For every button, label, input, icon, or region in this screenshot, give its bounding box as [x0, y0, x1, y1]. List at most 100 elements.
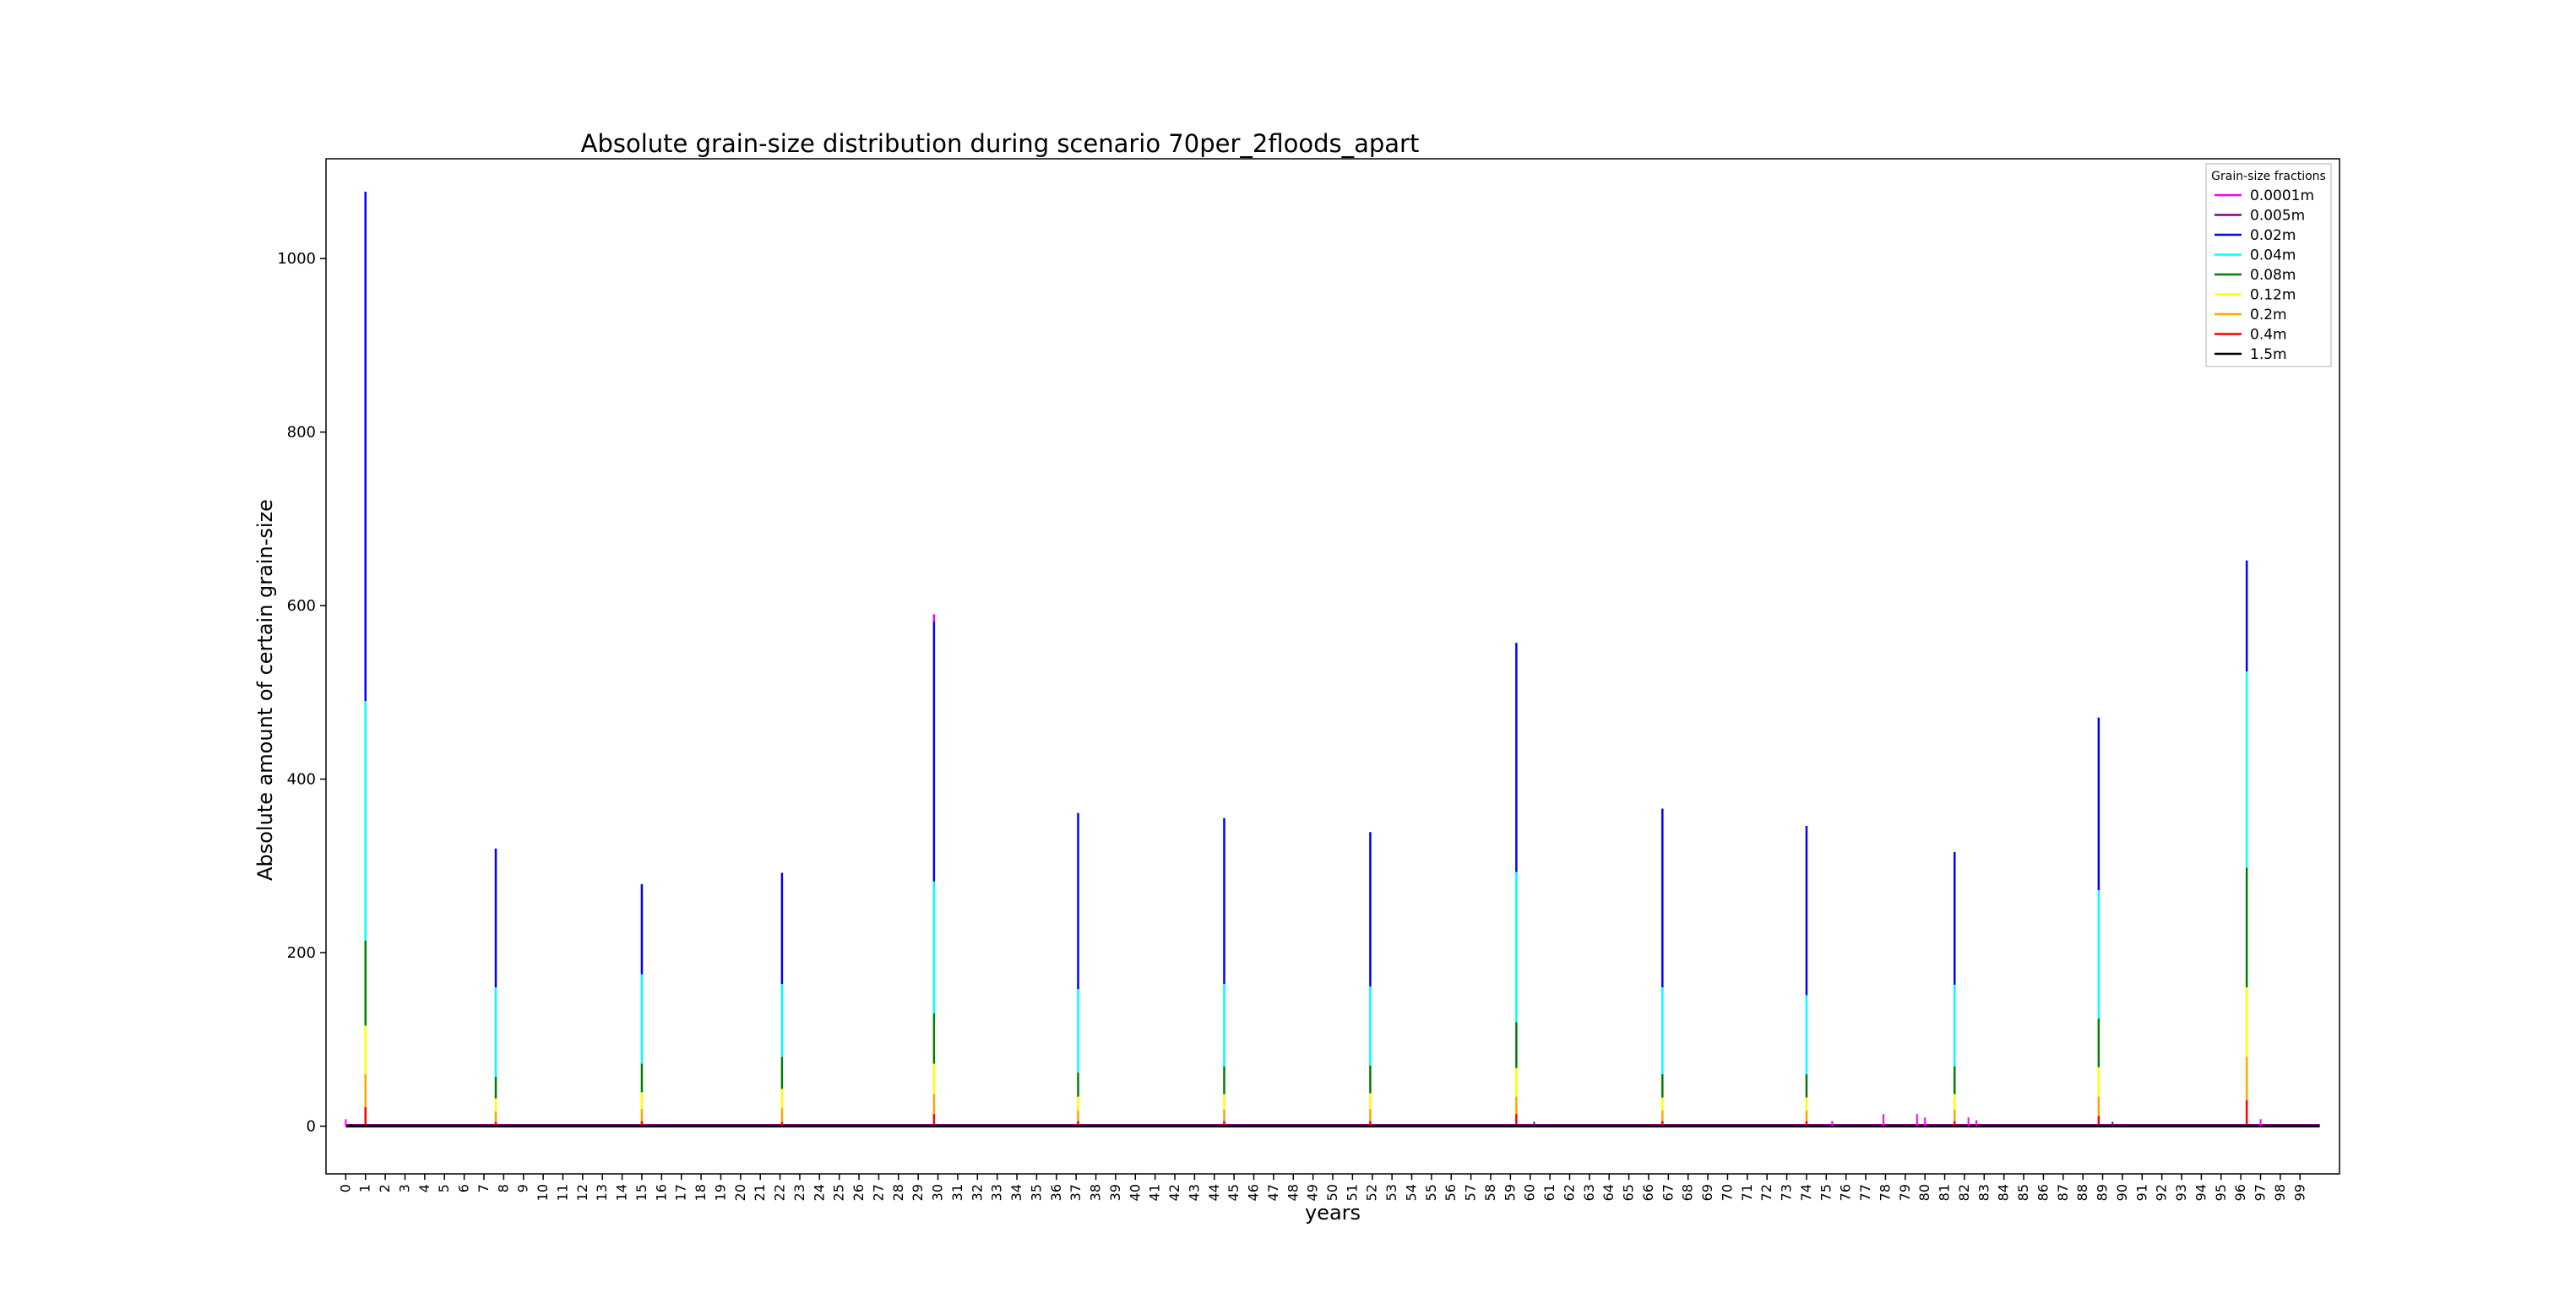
x-tick-label: 48 [1285, 1184, 1301, 1201]
x-tick-label: 65 [1621, 1184, 1637, 1201]
x-tick-label: 88 [2074, 1184, 2090, 1201]
x-tick-label: 9 [515, 1184, 531, 1192]
x-tick-label: 86 [2035, 1184, 2051, 1201]
x-tick-label: 1 [357, 1184, 373, 1192]
x-tick-label: 91 [2133, 1184, 2149, 1201]
x-tick-label: 55 [1423, 1184, 1439, 1201]
y-tick-label: 800 [287, 424, 316, 442]
x-tick-label: 36 [1048, 1184, 1064, 1201]
x-tick-label: 49 [1305, 1184, 1321, 1201]
x-tick-label: 84 [1996, 1184, 2012, 1201]
legend-box [2205, 163, 2332, 367]
x-tick-label: 30 [930, 1184, 946, 1201]
x-tick-label: 63 [1581, 1184, 1597, 1201]
x-tick-label: 97 [2253, 1184, 2269, 1201]
x-tick-label: 85 [2015, 1184, 2031, 1201]
y-tick-label: 400 [287, 771, 316, 789]
x-tick-label: 67 [1660, 1184, 1676, 1201]
plot-area [345, 192, 2320, 1127]
x-tick-label: 39 [1107, 1184, 1123, 1201]
x-tick-label: 42 [1166, 1184, 1182, 1201]
x-tick-label: 46 [1246, 1184, 1262, 1201]
x-tick-label: 18 [693, 1184, 709, 1201]
x-tick-label: 72 [1758, 1184, 1774, 1201]
x-tick-label: 25 [831, 1184, 847, 1201]
x-tick-label: 87 [2055, 1184, 2071, 1201]
x-tick-label: 57 [1463, 1184, 1479, 1201]
x-tick-label: 69 [1699, 1184, 1715, 1201]
x-tick-label: 94 [2193, 1184, 2209, 1201]
x-tick-label: 6 [456, 1184, 472, 1192]
x-tick-label: 61 [1541, 1184, 1557, 1201]
x-tick-label: 22 [772, 1184, 788, 1201]
x-tick-label: 40 [1127, 1184, 1143, 1201]
x-tick-label: 28 [890, 1184, 906, 1201]
y-tick-label: 1000 [277, 250, 316, 268]
x-tick-label: 20 [732, 1184, 748, 1201]
x-tick-label: 70 [1719, 1184, 1735, 1201]
legend-label: 0.08m [2250, 267, 2296, 284]
x-tick-label: 59 [1502, 1184, 1518, 1201]
x-tick-label: 19 [712, 1184, 728, 1201]
x-tick-label: 45 [1226, 1184, 1242, 1201]
x-tick-label: 90 [2114, 1184, 2130, 1201]
x-tick-label: 29 [910, 1184, 926, 1201]
y-tick-label: 0 [307, 1117, 316, 1135]
x-tick-label: 0 [337, 1184, 353, 1192]
x-axis-label: years [1305, 1201, 1361, 1225]
x-tick-label: 34 [1008, 1184, 1024, 1201]
legend: Grain-size fractions 0.0001m0.005m0.02m0… [2205, 163, 2332, 367]
x-tick-label: 32 [969, 1184, 985, 1201]
x-tick-label: 31 [949, 1184, 965, 1201]
x-tick-label: 50 [1324, 1184, 1340, 1201]
x-tick-label: 78 [1877, 1184, 1893, 1201]
x-tick-label: 60 [1522, 1184, 1538, 1201]
x-tick-label: 26 [851, 1184, 867, 1201]
x-tick-label: 38 [1088, 1184, 1104, 1201]
y-tick-label: 200 [287, 944, 316, 962]
x-tick-label: 66 [1640, 1184, 1656, 1201]
x-tick-label: 83 [1975, 1184, 1992, 1201]
x-tick-label: 10 [535, 1184, 551, 1201]
x-tick-label: 93 [2173, 1184, 2189, 1201]
x-tick-label: 92 [2154, 1184, 2170, 1201]
x-tick-label: 68 [1680, 1184, 1696, 1201]
x-tick-label: 98 [2272, 1184, 2288, 1201]
y-axis-label: Absolute amount of certain grain-size [253, 499, 277, 881]
legend-label: 1.5m [2250, 346, 2287, 363]
legend-entries: 0.0001m 0.005m 0.02m 0.04m 0.08m 0.12m 0.2m 0.4… [2215, 187, 2314, 363]
x-tick-label: 21 [752, 1184, 768, 1201]
legend-label: 0.0001m [2250, 187, 2314, 204]
chart-title: Absolute grain-size distribution during … [581, 129, 1420, 158]
x-tick-label: 56 [1443, 1184, 1459, 1201]
x-tick-label: 53 [1383, 1184, 1399, 1201]
y-tick-label: 600 [287, 597, 316, 615]
x-tick-label: 75 [1818, 1184, 1834, 1201]
x-tick-label: 79 [1897, 1184, 1913, 1201]
x-tick-label: 44 [1206, 1184, 1222, 1201]
x-tick-label: 81 [1937, 1184, 1953, 1201]
plot-frame [325, 158, 2340, 1175]
legend-label: 0.04m [2250, 247, 2296, 264]
legend-label: 0.4m [2250, 327, 2287, 344]
x-tick-label: 24 [811, 1184, 827, 1201]
x-tick-label: 62 [1561, 1184, 1577, 1201]
x-tick-label: 33 [989, 1184, 1005, 1201]
x-tick-label: 7 [476, 1184, 492, 1192]
x-tick-label: 74 [1798, 1184, 1814, 1201]
x-tick-label: 16 [653, 1184, 669, 1201]
x-tick-label: 80 [1916, 1184, 1932, 1201]
x-tick-label: 23 [791, 1184, 807, 1201]
x-tick-label: 52 [1364, 1184, 1380, 1201]
x-tick-label: 8 [495, 1184, 511, 1192]
x-tick-label: 82 [1956, 1184, 1972, 1201]
x-tick-label: 27 [870, 1184, 886, 1201]
x-tick-label: 73 [1779, 1184, 1795, 1201]
x-tick-label: 41 [1147, 1184, 1163, 1201]
x-tick-label: 47 [1265, 1184, 1281, 1201]
legend-label: 0.2m [2250, 307, 2287, 323]
x-tick-label: 76 [1838, 1184, 1854, 1201]
x-tick-label: 58 [1482, 1184, 1498, 1201]
x-tick-label: 3 [396, 1184, 412, 1192]
